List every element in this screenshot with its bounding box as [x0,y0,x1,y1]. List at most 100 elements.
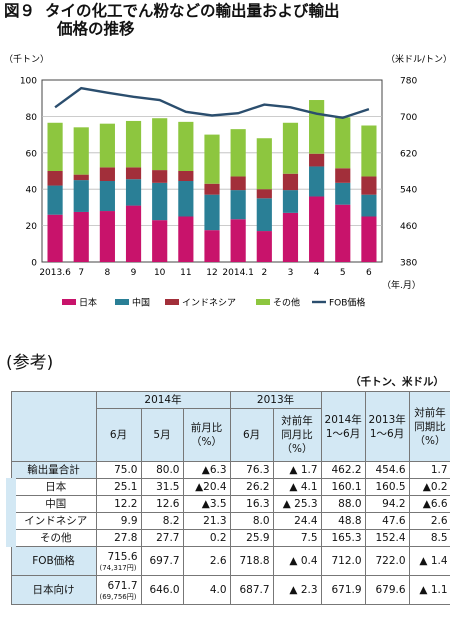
bar-segment [230,176,246,191]
bar-segment [335,182,351,205]
row-label: 日本向け [10,575,97,605]
y-left-unit: （千トン） [4,54,49,65]
figure-title-line2: 価格の推移 [57,20,135,38]
table-cell: 0.2 [182,529,231,547]
x-tick-label: 3 [288,268,294,278]
table-cell: 25.9 [229,529,274,547]
bar-segment [361,194,377,217]
table-cell: 8.0 [229,512,274,530]
table-cell: 462.2 [320,461,366,479]
bar-segment [282,212,299,262]
bar-segment [335,117,351,169]
table-cell: ▲0.2 [408,478,450,496]
table-cell: 12.2 [95,495,142,513]
cell-yen-note: (69,756円) [99,592,137,601]
table-cell: ▲20.4 [182,478,231,496]
table-cell: 679.6 [364,575,410,605]
table-cell: 152.4 [364,529,410,547]
fob-price-line [54,86,370,119]
x-tick-label: 11 [180,268,191,278]
table-cell: 454.6 [364,461,410,479]
table-cell: 671.9 [320,575,366,605]
bar-segment [178,216,194,262]
table-cell: 2.6 [408,512,450,530]
table-cell: 26.2 [229,478,274,496]
bar-segment [99,181,115,212]
bar-segment [47,214,63,262]
table-row: 日本 25.1 31.5 ▲20.4 26.2 ▲ 4.1 160.1 160.5 ▲0.2 [6,478,450,496]
table-cell: 27.8 [95,529,142,547]
bar-segment [230,129,246,177]
y-left-tick-label: 20 [26,222,38,232]
y-left-tick-label: 0 [31,259,37,269]
bar-segment [204,183,220,195]
table-cell: ▲6.3 [182,461,231,479]
bar-segment [47,185,63,215]
table-cell: 8.5 [408,529,450,547]
table-unit: （千トン、米ドル） [350,376,444,388]
bar-segment [282,122,299,174]
table-cell: 687.7 [229,575,274,605]
table-cell: 2.6 [182,546,231,576]
row-label: 中国 [6,495,97,513]
bar-segment [335,168,351,183]
bar-segment [178,181,194,217]
bar-segment [256,189,272,199]
bar-segment [256,138,272,190]
table-row: 日本向け 671.7 (69,756円) 646.0 4.0 687.7 ▲ 2.3 671.… [10,575,450,605]
table-cell: 712.0 [320,546,366,576]
bar-segment [361,176,377,195]
x-unit: （年.月） [382,279,421,291]
y-right-tick-label: 780 [400,77,417,87]
reference-table: 2014年 2013年 2014年 1〜6月 2013年 1〜6月 対前年 同期比 （%… [6,391,450,605]
bar-segment [361,216,377,262]
legend-label: FOB価格 [329,297,365,309]
col-group-2013: 2013年 [229,391,322,409]
bar-segment [47,122,63,171]
axis-ticks: 0 20 40 60 80 100 380 460 540 620 700 780 2013.6 7 8 9 1… [20,77,418,279]
y-right-unit: （米ドル/トン） [386,53,450,65]
col-yoy-month: 対前年 同月比 （%） [272,408,322,462]
table-cell: 9.9 [95,512,142,530]
x-tick-label: 5 [340,268,346,278]
x-tick-label: 12 [206,268,217,278]
bar-segment [309,153,325,167]
x-tick-label: 2014.1 [222,268,254,278]
bar-segment [73,127,89,175]
bar-segment [152,220,168,262]
col-yoy-period: 対前年 同期比 （%） [408,391,450,462]
table-cell: 715.6 (74,317円) [95,546,142,576]
bar-segment [152,170,168,183]
table-cell: 7.5 [272,529,322,547]
y-left-tick-label: 60 [26,149,38,159]
x-tick-label: 2 [261,268,267,278]
bar-segment [99,123,115,168]
legend-label: 日本 [79,297,97,309]
x-tick-label: 4 [314,268,320,278]
bar-segment [204,194,220,231]
y-left-tick-label: 80 [26,113,38,123]
x-tick-label: 2013.6 [39,268,71,278]
bar-segment [309,196,325,262]
col-jun-2014: 6月 [95,408,142,462]
table-cell: ▲3.5 [182,495,231,513]
col-2014-h1: 2014年 1〜6月 [320,391,366,462]
col-jun-2013: 6月 [229,408,274,462]
table-cell: 48.8 [320,512,366,530]
bar-segment [47,171,63,186]
x-tick-label: 7 [78,268,84,278]
table-cell: 25.1 [95,478,142,496]
table-row: FOB価格 715.6 (74,317円) 697.7 2.6 718.8 ▲ 0.4 712… [10,546,450,576]
table-cell: ▲ 0.4 [272,546,322,576]
col-mom: 前月比 （%） [182,408,231,462]
bar-segment [335,204,351,262]
export-chart: （千トン） （米ドル/トン） 0 20 40 60 80 100 380 460 540 620 7… [4,53,450,309]
bars [47,100,377,262]
legend-swatch [165,299,179,305]
row-label: 日本 [6,478,97,496]
y-right-tick-label: 700 [400,113,417,123]
legend: 日本 中国 インドネシア その他 FOB価格 [62,297,365,309]
table-cell: 76.3 [229,461,274,479]
table-row: 輸出量合計 75.0 80.0 ▲6.3 76.3 ▲ 1.7 462.2 454.6 1.7 [10,461,450,479]
cell-value: 671.7 [107,579,138,592]
